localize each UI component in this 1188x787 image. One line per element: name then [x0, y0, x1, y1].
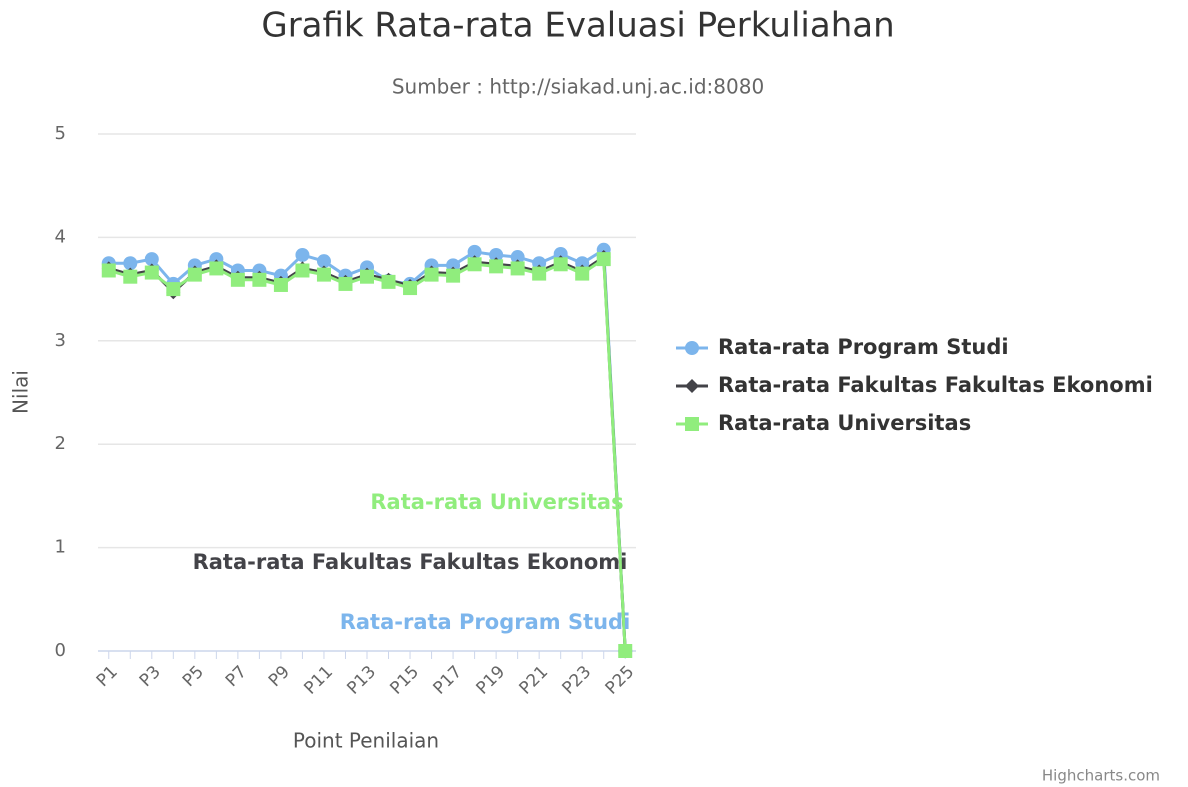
point-marker: [618, 644, 633, 658]
point-marker: [446, 268, 461, 283]
point-marker: [273, 277, 288, 292]
point-marker: [510, 250, 525, 265]
series-label: Rata-rata Fakultas Fakultas Ekonomi: [193, 550, 628, 574]
point-marker: [101, 263, 116, 278]
point-marker: [489, 247, 504, 262]
point-marker: [166, 282, 181, 297]
x-tick-label: P15: [386, 662, 423, 699]
x-tick-label: P17: [429, 662, 466, 699]
point-marker: [360, 269, 374, 284]
y-tick-label: 0: [55, 640, 66, 661]
y-tick-label: 5: [55, 123, 66, 144]
y-axis-title: Nilai: [9, 370, 33, 414]
credits[interactable]: Highcharts.com: [1042, 767, 1160, 785]
point-marker: [187, 267, 202, 282]
legend-entry[interactable]: Rata-rata Fakultas Fakultas Ekonomi: [718, 373, 1153, 397]
x-tick-label: P5: [179, 662, 208, 691]
x-axis-title: Point Penilaian: [293, 729, 439, 753]
x-tick-label: P1: [93, 662, 122, 691]
point-marker: [532, 266, 547, 281]
point-marker: [381, 274, 396, 289]
x-tick-label: P23: [559, 662, 596, 699]
point-marker: [510, 261, 525, 276]
point-marker: [489, 259, 504, 274]
point-marker: [553, 257, 568, 272]
point-marker: [252, 272, 267, 287]
x-tick-label: P21: [516, 662, 553, 699]
chart-subtitle: Sumber : http://siakad.unj.ac.id:8080: [392, 75, 764, 99]
x-tick-label: P7: [222, 662, 251, 691]
point-marker: [123, 269, 138, 284]
series-line: [108, 256, 627, 652]
legend-marker: [685, 417, 699, 431]
x-tick-label: P25: [602, 662, 639, 699]
series-label: Rata-rata Universitas: [370, 490, 623, 514]
series-line: [108, 247, 627, 652]
series-line: [108, 254, 627, 652]
point-marker: [295, 247, 310, 262]
point-marker: [575, 266, 590, 281]
chart-title: Grafik Rata-rata Evaluasi Perkuliahan: [261, 6, 894, 46]
y-tick-label: 2: [55, 433, 66, 454]
point-marker: [338, 276, 353, 291]
point-marker: [230, 272, 245, 287]
point-marker: [596, 252, 611, 267]
x-tick-label: P13: [343, 662, 380, 699]
point-marker: [209, 261, 224, 276]
x-tick-label: P19: [472, 662, 509, 699]
point-marker: [144, 252, 159, 267]
point-marker: [424, 267, 439, 282]
y-tick-label: 4: [55, 226, 66, 247]
x-tick-label: P3: [136, 662, 165, 691]
legend-entry[interactable]: Rata-rata Program Studi: [718, 335, 1009, 359]
series-label: Rata-rata Program Studi: [340, 610, 631, 634]
legend-entry[interactable]: Rata-rata Universitas: [718, 411, 971, 435]
y-tick-label: 1: [55, 537, 66, 558]
point-marker: [295, 263, 310, 278]
point-marker: [467, 244, 482, 259]
point-marker: [144, 265, 159, 280]
point-marker: [403, 281, 418, 296]
y-tick-label: 3: [55, 330, 66, 351]
legend-marker: [685, 379, 699, 393]
point-marker: [123, 256, 138, 271]
point-marker: [316, 254, 331, 269]
x-tick-label: P11: [300, 662, 337, 699]
point-marker: [316, 267, 331, 282]
x-tick-label: P9: [265, 662, 294, 691]
point-marker: [467, 257, 482, 272]
legend-marker: [685, 341, 699, 355]
